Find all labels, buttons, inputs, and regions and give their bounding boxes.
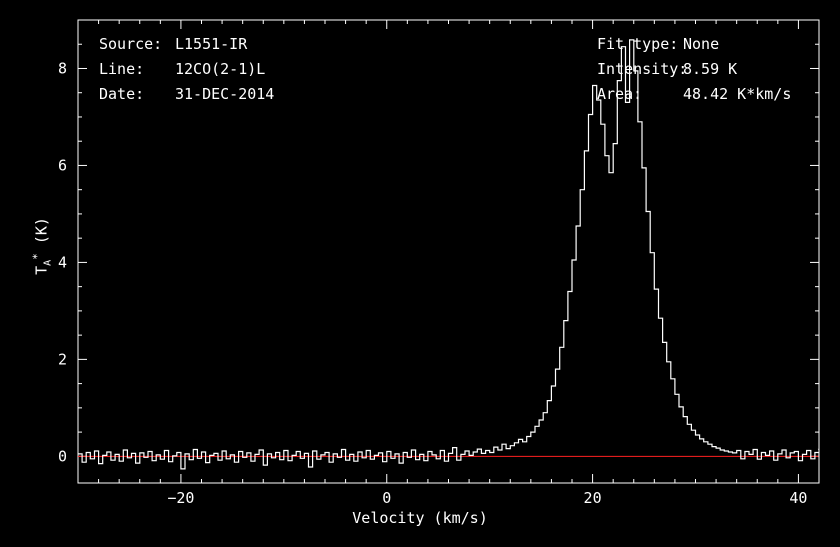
y-tick-label: 6 [58,156,67,174]
header-left-value: 31-DEC-2014 [175,85,275,103]
y-tick-label: 4 [58,253,67,271]
header-left-label: Date: [99,85,145,103]
x-tick-label: 0 [382,489,391,507]
header-right-label: Area: [597,85,643,103]
header-right-label: Intensity: [597,60,688,78]
x-tick-label: 40 [789,489,807,507]
header-left-value: L1551-IR [175,35,248,53]
header-left-label: Line: [99,60,145,78]
header-right-value: 48.42 K*km/s [683,85,792,103]
header-right-label: Fit type: [597,35,679,53]
spectrum-series [78,39,819,470]
header-left-value: 12CO(2-1)L [175,60,266,78]
header-left-label: Source: [99,35,163,53]
header-right-value: None [683,35,720,53]
header-right-value: 8.59 K [683,60,738,78]
x-axis-label: Velocity (km/s) [352,509,488,527]
x-tick-label: −20 [167,489,194,507]
y-axis-label: TA* (K) [17,217,54,293]
y-axis-label-text: TA* (K) [30,217,54,275]
x-tick-label: 20 [584,489,602,507]
y-tick-label: 2 [58,350,67,368]
y-tick-label: 0 [58,447,67,465]
y-tick-label: 8 [58,59,67,77]
